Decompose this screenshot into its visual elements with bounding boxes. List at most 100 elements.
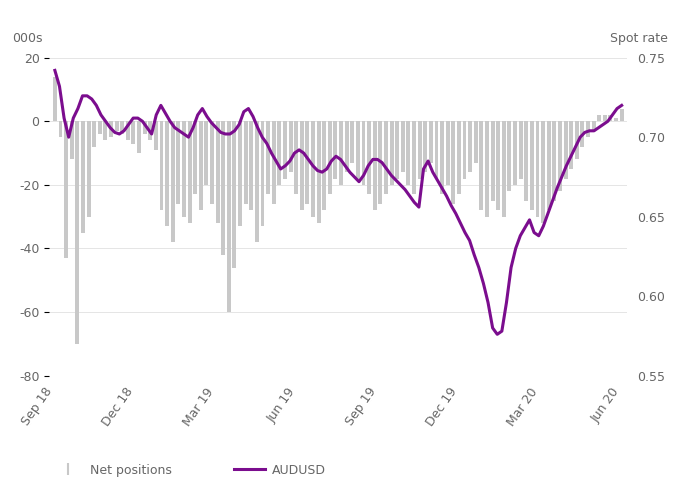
Bar [115,121,118,131]
Bar [496,121,500,210]
Bar [288,121,292,172]
Bar [530,121,534,210]
Bar [575,121,579,160]
Bar [154,121,158,150]
Bar [350,121,354,163]
Bar [547,121,551,210]
Bar [345,121,349,172]
Text: 000s: 000s [12,32,42,45]
Bar [64,121,68,258]
Bar [423,121,427,172]
Bar [558,121,562,191]
Bar [272,121,275,204]
Bar [199,121,203,210]
Bar [552,121,556,201]
Bar [462,121,466,179]
Text: Spot rate: Spot rate [610,32,668,45]
Bar [479,121,483,210]
Bar [311,121,315,217]
Bar [429,121,433,163]
Bar [126,121,130,141]
Legend: Net positions, AUDUSD: Net positions, AUDUSD [47,459,330,482]
Bar [137,121,141,153]
Bar [188,121,192,223]
Bar [457,121,461,194]
Bar [513,121,517,185]
Bar [227,121,231,312]
Bar [373,121,377,210]
Bar [205,121,208,185]
Bar [98,121,102,134]
Bar [507,121,511,191]
Bar [536,121,539,217]
Bar [53,77,57,121]
Bar [614,118,618,121]
Bar [277,121,282,185]
Bar [592,121,596,131]
Bar [260,121,265,226]
Bar [519,121,523,179]
Bar [491,121,494,201]
Bar [440,121,444,194]
Bar [165,121,169,226]
Bar [322,121,326,210]
Bar [81,121,85,233]
Bar [305,121,309,204]
Bar [171,121,175,242]
Bar [176,121,180,204]
Bar [401,121,405,172]
Bar [86,121,90,217]
Bar [283,121,287,179]
Bar [367,121,371,194]
Bar [485,121,489,217]
Bar [182,121,186,217]
Bar [569,121,573,169]
Bar [238,121,242,226]
Bar [103,121,107,141]
Bar [603,115,607,121]
Bar [378,121,382,204]
Bar [58,121,63,137]
Bar [445,121,449,185]
Bar [210,121,214,204]
Bar [109,121,113,137]
Bar [221,121,225,255]
Bar [581,121,584,147]
Bar [294,121,298,194]
Bar [356,121,360,179]
Bar [233,121,237,267]
Bar [148,121,152,141]
Bar [339,121,343,185]
Bar [131,121,135,143]
Bar [412,121,416,194]
Bar [524,121,528,201]
Bar [193,121,197,194]
Bar [75,121,80,344]
Bar [143,121,147,134]
Bar [407,121,410,185]
Bar [418,121,422,179]
Bar [541,121,545,223]
Bar [333,121,337,179]
Bar [586,121,590,137]
Bar [362,121,365,185]
Bar [92,121,96,147]
Bar [160,121,163,210]
Bar [300,121,304,210]
Bar [395,121,399,179]
Bar [250,121,253,210]
Bar [502,121,506,217]
Bar [216,121,220,223]
Bar [597,115,601,121]
Bar [564,121,568,179]
Bar [384,121,388,194]
Bar [469,121,472,172]
Bar [474,121,478,163]
Bar [255,121,259,242]
Bar [266,121,270,194]
Bar [609,115,613,121]
Bar [435,121,439,179]
Bar [390,121,394,185]
Bar [328,121,332,194]
Bar [452,121,456,204]
